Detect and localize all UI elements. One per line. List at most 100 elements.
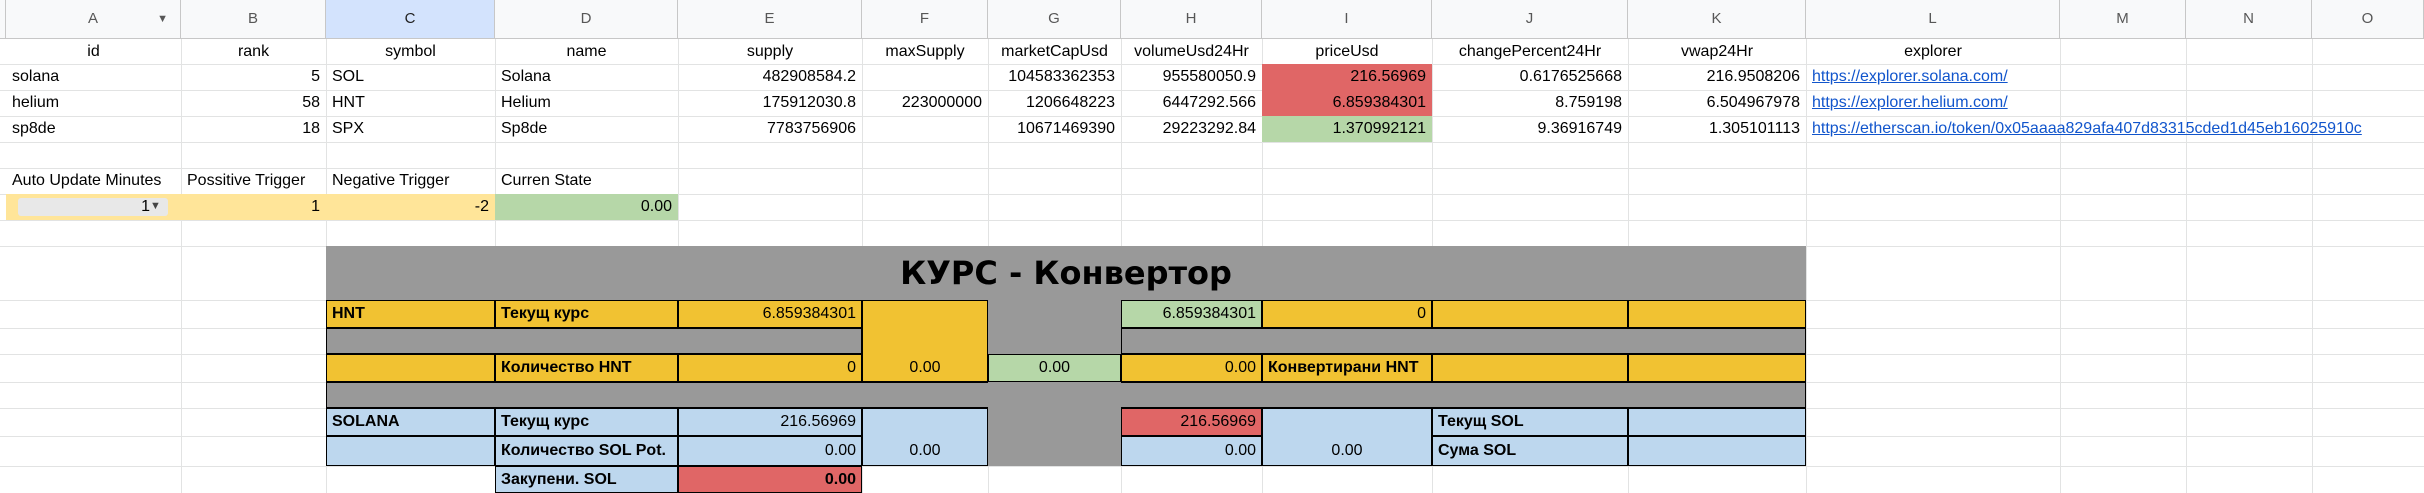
table-row-cell[interactable]: 1.370992121 — [1332, 120, 1426, 137]
table-row-cell[interactable]: 10671469390 — [1017, 120, 1115, 137]
sol-qty-value[interactable]: 0.00 — [824, 442, 856, 459]
sol-h-value[interactable]: 0.00 — [1224, 442, 1256, 459]
table-row-cell[interactable]: 6447292.566 — [1162, 94, 1256, 111]
table-row-cell[interactable]: 223000000 — [901, 94, 982, 111]
bought-label[interactable]: Закупени. SOL — [501, 471, 617, 488]
hnt-label[interactable]: HNT — [332, 305, 365, 322]
table-row-cell[interactable]: Sp8de — [501, 120, 548, 137]
column-header-b[interactable]: B — [181, 0, 326, 39]
setting-label-auto-update[interactable]: Auto Update Minutes — [12, 172, 162, 189]
sol-rate-value[interactable]: 216.56969 — [780, 413, 856, 430]
column-header-j[interactable]: J — [1432, 0, 1628, 39]
header-cell-maxsupply[interactable]: maxSupply — [885, 43, 965, 60]
hnt-converted-label[interactable]: Конвертирани HNT — [1268, 359, 1419, 376]
sol-current-value[interactable] — [1628, 408, 1806, 436]
column-header-h[interactable]: H — [1121, 0, 1262, 39]
hnt-zero-value[interactable]: 0 — [1417, 305, 1426, 322]
table-row-cell[interactable]: 1.305101113 — [1708, 120, 1800, 137]
sol-i-value[interactable]: 0.00 — [1331, 442, 1363, 459]
column-header-l[interactable]: L — [1806, 0, 2060, 39]
explorer-link[interactable]: https://etherscan.io/token/0x05aaaa829af… — [1812, 120, 2362, 137]
column-header-i[interactable]: I — [1262, 0, 1432, 39]
header-cell-symbol[interactable]: symbol — [385, 43, 436, 60]
hnt-f-value[interactable]: 0.00 — [909, 359, 941, 376]
sol-current-label[interactable]: Текущ SOL — [1438, 413, 1524, 430]
column-header-c[interactable]: C — [326, 0, 495, 39]
table-row-cell[interactable]: 955580050.9 — [1162, 68, 1256, 85]
table-row-cell[interactable]: 175912030.8 — [762, 94, 856, 111]
table-row-cell[interactable]: 216.9508206 — [1706, 68, 1800, 85]
column-header-f[interactable]: F — [862, 0, 988, 39]
table-row-cell[interactable]: solana — [12, 68, 60, 85]
table-row-cell[interactable]: 482908584.2 — [762, 68, 856, 85]
column-header-a[interactable]: A ▼ — [6, 0, 181, 39]
table-row-cell[interactable]: HNT — [332, 94, 365, 111]
sol-rate-right[interactable]: 216.56969 — [1180, 413, 1256, 430]
header-cell-marketcap[interactable]: marketCapUsd — [1001, 43, 1108, 60]
hnt-qty-label[interactable]: Количество HNT — [501, 359, 632, 376]
column-header-g[interactable]: G — [988, 0, 1121, 39]
hnt-rate-label[interactable]: Текущ курс — [501, 305, 590, 322]
table-row-cell[interactable]: helium — [12, 94, 60, 111]
column-header-k[interactable]: K — [1628, 0, 1806, 39]
sol-sum-label[interactable]: Сума SOL — [1438, 442, 1517, 459]
auto-update-dropdown[interactable] — [18, 198, 168, 216]
corner-header[interactable] — [0, 0, 6, 39]
dropdown-arrow-icon[interactable]: ▼ — [150, 200, 161, 212]
header-cell-explorer[interactable]: explorer — [1904, 43, 1962, 60]
table-row-cell[interactable]: sp8de — [12, 120, 56, 137]
sol-rate-label[interactable]: Текущ курс — [501, 413, 590, 430]
bought-value[interactable]: 0.00 — [824, 471, 856, 488]
table-row-cell[interactable]: 216.56969 — [1350, 68, 1426, 85]
current-state-value[interactable]: 0.00 — [640, 198, 672, 215]
explorer-link[interactable]: https://explorer.solana.com/ — [1812, 68, 2008, 85]
header-cell-price[interactable]: priceUsd — [1315, 43, 1379, 60]
header-cell-vwap[interactable]: vwap24Hr — [1680, 43, 1754, 60]
header-cell-id[interactable]: id — [87, 43, 100, 60]
column-header-m[interactable]: M — [2060, 0, 2186, 39]
hnt-cell-j[interactable] — [1432, 300, 1628, 328]
table-row-cell[interactable]: SPX — [332, 120, 365, 137]
column-header-n[interactable]: N — [2186, 0, 2312, 39]
table-row-cell[interactable]: SOL — [332, 68, 365, 85]
table-row-cell[interactable]: 8.759198 — [1555, 94, 1622, 111]
column-header-e[interactable]: E — [678, 0, 862, 39]
negative-trigger-value[interactable]: -2 — [474, 198, 489, 215]
hnt-rate-right[interactable]: 6.859384301 — [1162, 305, 1256, 322]
header-cell-name[interactable]: name — [566, 43, 607, 60]
table-row-cell[interactable]: 9.36916749 — [1537, 120, 1622, 137]
header-cell-change[interactable]: changePercent24Hr — [1458, 43, 1602, 60]
table-row-cell[interactable]: 0.6176525668 — [1519, 68, 1622, 85]
table-row-cell[interactable]: 6.859384301 — [1332, 94, 1426, 111]
header-cell-supply[interactable]: supply — [746, 43, 794, 60]
header-cell-rank[interactable]: rank — [237, 43, 270, 60]
hnt-qty-value[interactable]: 0 — [847, 359, 856, 376]
table-row-cell[interactable]: 18 — [302, 120, 320, 137]
table-row-cell[interactable]: 1206648223 — [1026, 94, 1115, 111]
hnt-h-value[interactable]: 0.00 — [1224, 359, 1256, 376]
hnt-g-value[interactable]: 0.00 — [1038, 359, 1071, 376]
table-row-cell[interactable]: 7783756906 — [767, 120, 856, 137]
column-header-o[interactable]: O — [2312, 0, 2424, 39]
setting-label-current-state[interactable]: Curren State — [501, 172, 592, 189]
sol-merged-i[interactable] — [1262, 408, 1432, 466]
setting-label-positive-trigger[interactable]: Possitive Trigger — [187, 172, 306, 189]
auto-update-value[interactable]: 1 — [141, 198, 150, 215]
sol-label[interactable]: SOLANA — [332, 413, 400, 430]
table-row-cell[interactable]: 5 — [311, 68, 320, 85]
table-row-cell[interactable]: 29223292.84 — [1162, 120, 1256, 137]
hnt-cell-k[interactable] — [1628, 300, 1806, 328]
table-row-cell[interactable]: Solana — [501, 68, 551, 85]
column-menu-icon[interactable]: ▼ — [157, 13, 168, 25]
hnt-merged-block[interactable] — [862, 300, 988, 382]
sol-qty-label[interactable]: Количество SOL Pot. — [501, 442, 666, 459]
table-row-cell[interactable]: 58 — [302, 94, 320, 111]
sol-merged-block[interactable] — [862, 408, 988, 466]
sol-f-value[interactable]: 0.00 — [909, 442, 941, 459]
header-cell-volume[interactable]: volumeUsd24Hr — [1134, 43, 1249, 60]
table-row-cell[interactable]: 6.504967978 — [1706, 94, 1800, 111]
setting-label-negative-trigger[interactable]: Negative Trigger — [332, 172, 450, 189]
explorer-link[interactable]: https://explorer.helium.com/ — [1812, 94, 2008, 111]
positive-trigger-value[interactable]: 1 — [311, 198, 320, 215]
